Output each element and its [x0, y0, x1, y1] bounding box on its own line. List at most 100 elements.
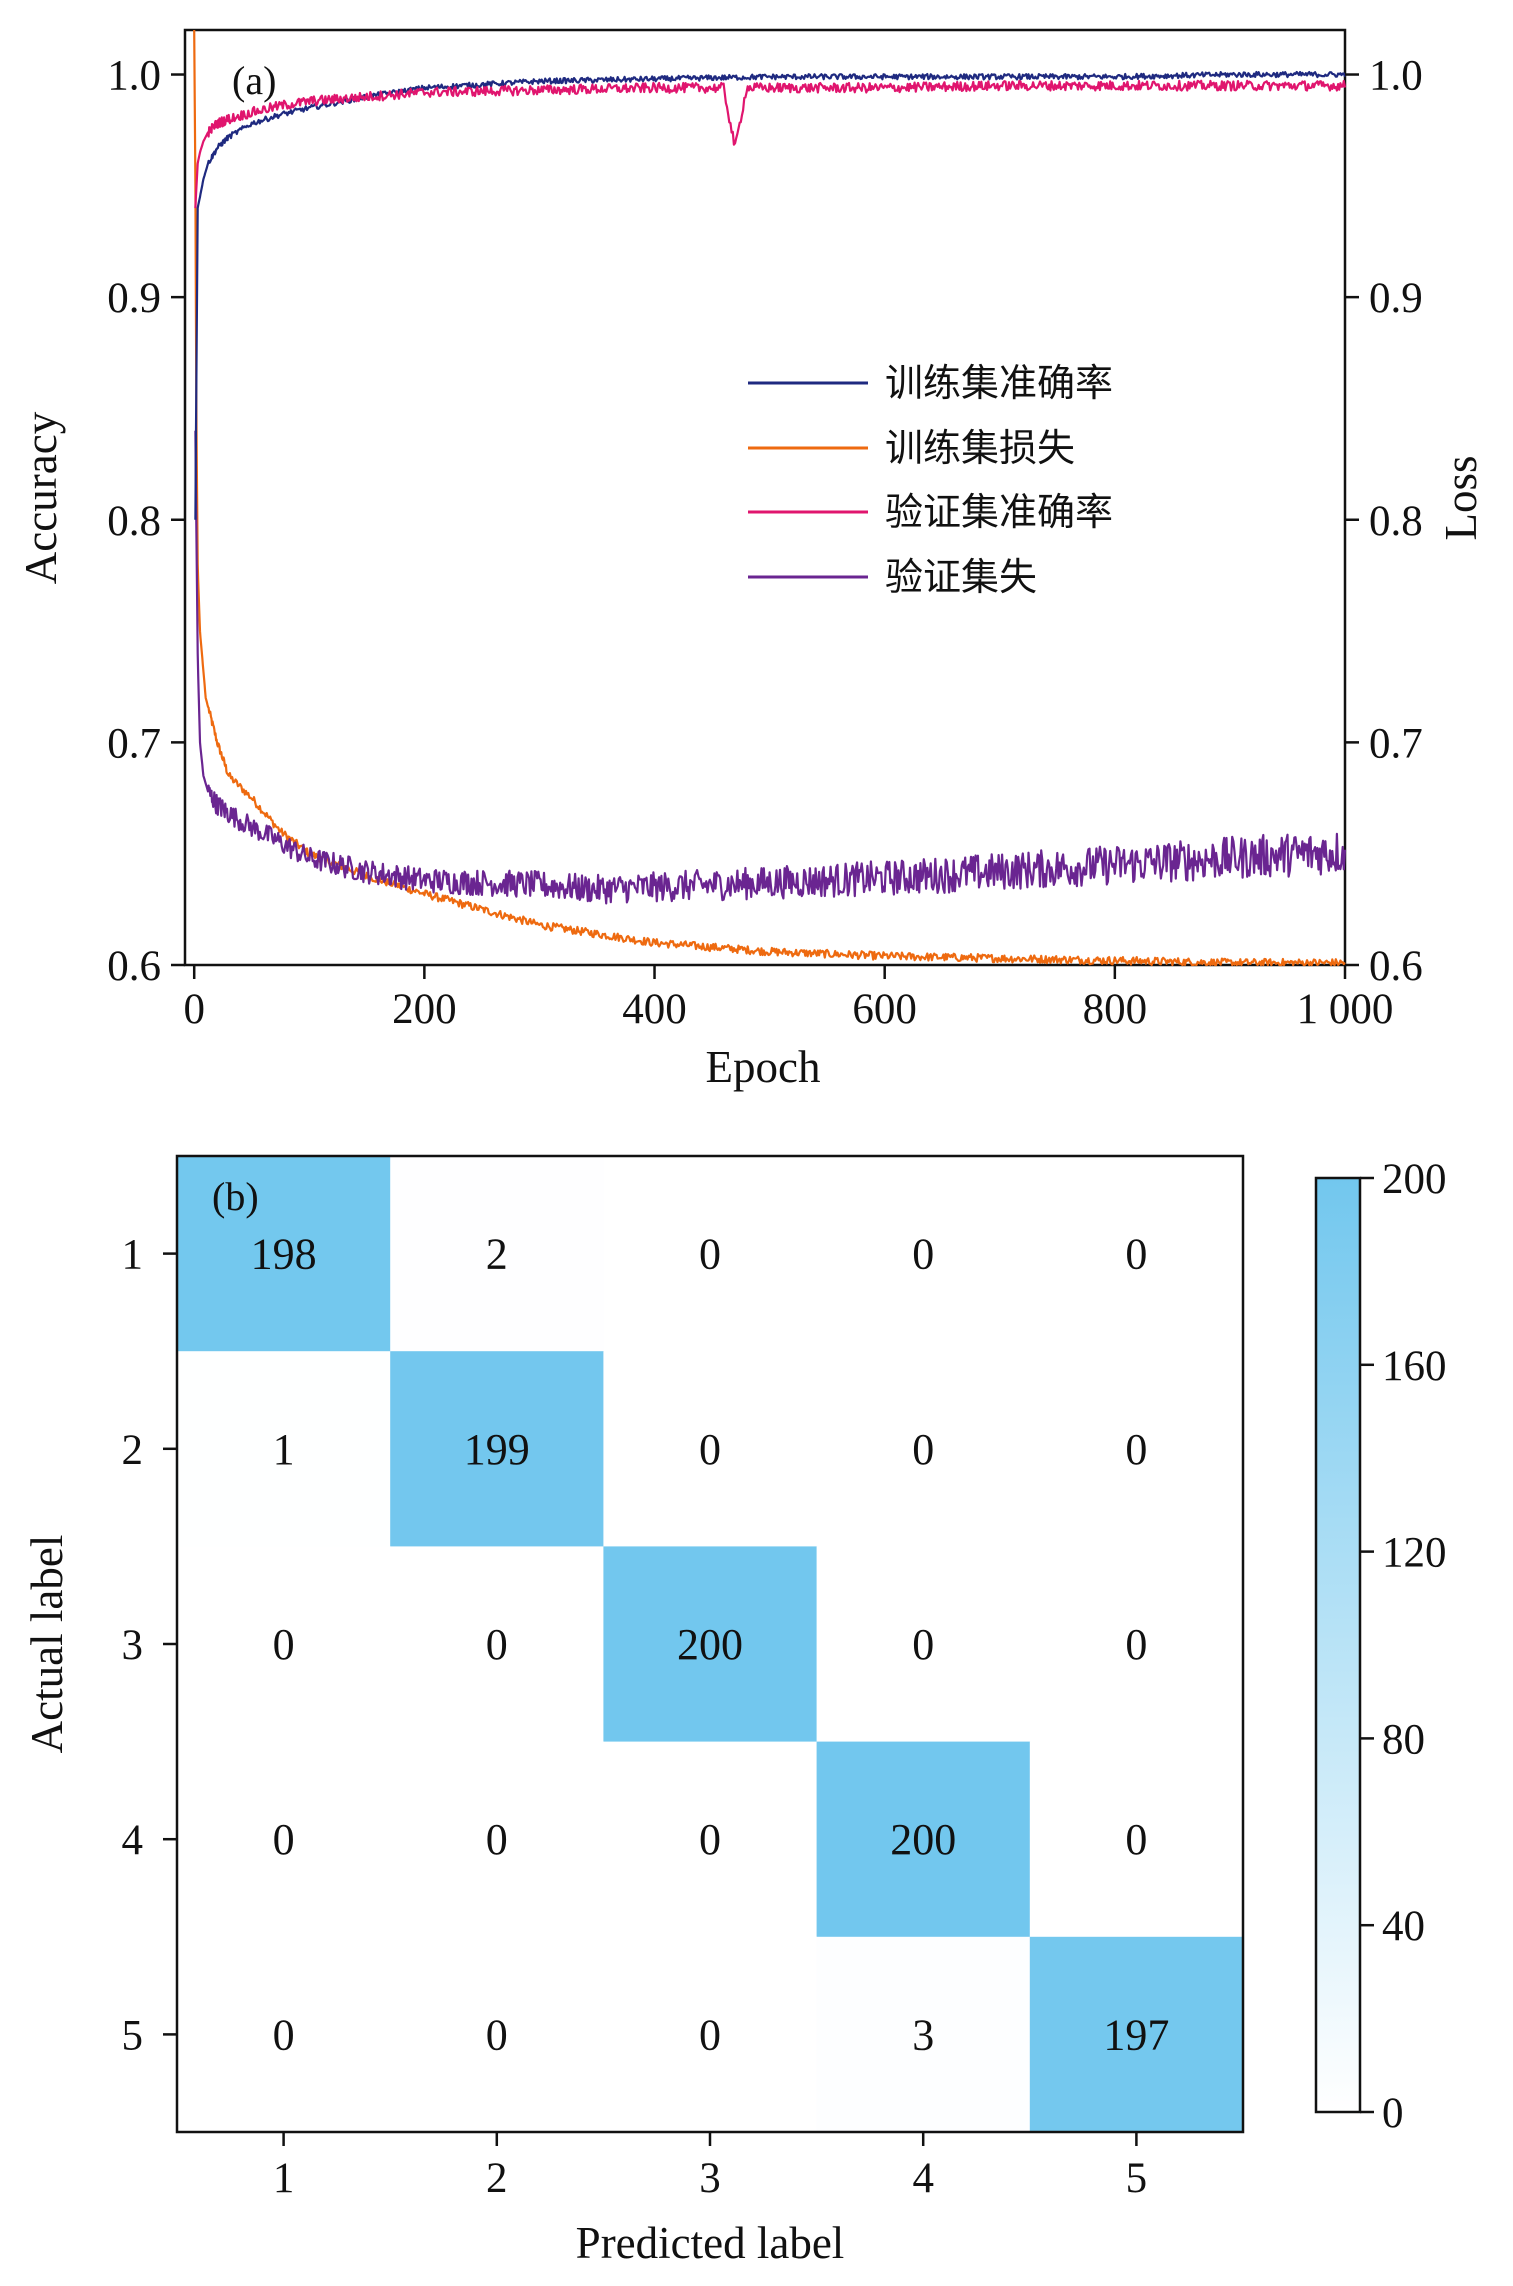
colorbar-tick-label: 0 — [1382, 2090, 1404, 2137]
panel-label-a: (a) — [232, 58, 276, 103]
colorbar-tick-label: 80 — [1382, 1716, 1425, 1763]
cell-value-label: 1 — [273, 1425, 295, 1474]
colorbar-tick-label: 200 — [1382, 1156, 1447, 1203]
heatmap-cell — [1029, 1351, 1244, 1547]
cell-value-label: 0 — [912, 1425, 934, 1474]
series-line-val-loss — [194, 430, 1347, 905]
colorbar-tick-label: 40 — [1382, 1903, 1425, 1950]
series-line-val-acc — [194, 79, 1347, 209]
x-axis-label-b: Predicted label — [576, 2218, 845, 2268]
cell-value-label: 2 — [486, 1230, 508, 1279]
x-tick-label: 800 — [1083, 986, 1148, 1033]
heatmap-cell — [390, 1156, 604, 1352]
colorbar-gradient — [1314, 1176, 1362, 2114]
y-tick-label-b: 4 — [122, 1817, 144, 1864]
x-tick-label-b: 3 — [699, 2155, 721, 2202]
colorbar-tick-label: 160 — [1382, 1343, 1447, 1390]
series-line-train-acc — [194, 70, 1347, 520]
x-tick-label: 600 — [852, 986, 917, 1033]
cell-value-label: 0 — [486, 1620, 508, 1669]
heatmap-cell — [603, 1741, 818, 1938]
cell-value-label: 0 — [486, 2010, 508, 2059]
heatmap-cell — [1029, 1741, 1244, 1938]
cell-value-label: 198 — [251, 1230, 317, 1279]
y-tick-label-right: 1.0 — [1369, 53, 1423, 100]
heatmap-cell — [390, 1546, 604, 1743]
cell-value-label: 0 — [1125, 1620, 1147, 1669]
x-axis-ticks: 0 200 400 600 800 1 000 — [183, 965, 1393, 1033]
x-axis-ticks-b: 1 2 3 4 5 — [273, 2132, 1147, 2202]
legend-label-val-acc: 验证集准确率 — [885, 490, 1113, 534]
cell-value-label: 0 — [273, 1815, 295, 1864]
y-axis-label-b: Actual label — [22, 1535, 72, 1754]
y-tick-label: 0.8 — [107, 498, 161, 545]
y-tick-label: 0.7 — [107, 720, 161, 767]
heatmap-cell — [816, 1936, 1031, 2133]
y-tick-label-b: 5 — [122, 2012, 144, 2059]
y-tick-label-right: 0.6 — [1369, 943, 1423, 990]
heatmap-cell — [603, 1351, 818, 1547]
cell-value-label: 0 — [273, 2010, 295, 2059]
cell-value-label: 0 — [1125, 1230, 1147, 1279]
heatmap-cell — [177, 1546, 391, 1743]
x-tick-label: 0 — [183, 986, 205, 1033]
x-tick-label-b: 4 — [912, 2155, 934, 2202]
y-tick-label-right: 0.9 — [1369, 275, 1423, 322]
heatmap-cell — [816, 1546, 1031, 1743]
cell-value-label: 0 — [912, 1230, 934, 1279]
heatmap-value-labels: 198 2 0 0 01 199 0 0 00 0 200 0 00 0 0 200 00 0 0 3 197 — [251, 1230, 1170, 2060]
heatmap-cells — [177, 1156, 1244, 2133]
legend-label-train-acc: 训练集准确率 — [885, 361, 1113, 405]
cell-value-label: 0 — [912, 1620, 934, 1669]
legend-label-train-loss: 训练集损失 — [885, 426, 1075, 470]
y-axis-label-left: Accuracy — [16, 411, 66, 584]
cell-value-label: 200 — [677, 1620, 743, 1669]
y-axis-ticks-b: 1 2 3 4 5 — [122, 1232, 177, 2059]
y-axis-label-right: Loss — [1436, 455, 1486, 540]
y-tick-label: 1.0 — [107, 53, 161, 100]
y-tick-label: 0.6 — [107, 943, 161, 990]
heatmap-cell — [603, 1156, 818, 1352]
x-tick-label-b: 5 — [1126, 2155, 1148, 2202]
x-tick-label: 200 — [392, 986, 457, 1033]
heatmap-cell — [177, 1741, 391, 1938]
cell-value-label: 0 — [699, 1815, 721, 1864]
cell-value-label: 0 — [699, 2010, 721, 2059]
heatmap-cell — [177, 1936, 391, 2133]
cell-value-label: 0 — [1125, 1815, 1147, 1864]
heatmap-cell — [1029, 1546, 1244, 1743]
x-axis-label-a: Epoch — [706, 1042, 821, 1092]
y-tick-label-b: 2 — [122, 1427, 144, 1474]
cell-value-label: 0 — [273, 1620, 295, 1669]
cell-value-label: 0 — [1125, 1425, 1147, 1474]
colorbar: 0 40 80 120 160 200 — [1314, 1156, 1447, 2137]
colorbar-ticks: 0 40 80 120 160 200 — [1360, 1156, 1447, 2137]
y-axis-ticks-right: 0.6 0.7 0.8 0.9 1.0 — [1345, 53, 1423, 990]
series-lines — [193, 29, 1347, 967]
x-tick-label: 400 — [622, 986, 687, 1033]
x-tick-label: 1 000 — [1297, 986, 1394, 1033]
heatmap-cell — [816, 1156, 1031, 1352]
cell-value-label: 0 — [699, 1230, 721, 1279]
cell-value-label: 3 — [912, 2010, 934, 2059]
heatmap-cell — [603, 1936, 818, 2133]
cell-value-label: 0 — [699, 1425, 721, 1474]
cell-value-label: 197 — [1103, 2010, 1169, 2059]
heatmap-cell — [816, 1351, 1031, 1547]
legend-label-val-loss: 验证集失 — [885, 555, 1037, 599]
cell-value-label: 199 — [464, 1425, 530, 1474]
heatmap-cell — [390, 1741, 604, 1938]
line-chart: 0 200 400 600 800 1 000 0.60.70.80.91.0 0.60.… — [16, 28, 1486, 1092]
y-tick-label-b: 1 — [122, 1232, 144, 1279]
y-tick-label-b: 3 — [122, 1622, 144, 1669]
heatmap-cell — [177, 1351, 391, 1547]
x-tick-label-b: 1 — [273, 2155, 295, 2202]
heatmap-cell — [603, 1546, 818, 1743]
heatmap-cell — [390, 1351, 604, 1547]
y-axis-ticks-left: 0.6 0.7 0.8 0.9 1.0 — [107, 53, 185, 990]
heatmap-cell — [816, 1741, 1031, 1938]
x-tick-label-b: 2 — [486, 2155, 508, 2202]
cell-value-label: 0 — [486, 1815, 508, 1864]
